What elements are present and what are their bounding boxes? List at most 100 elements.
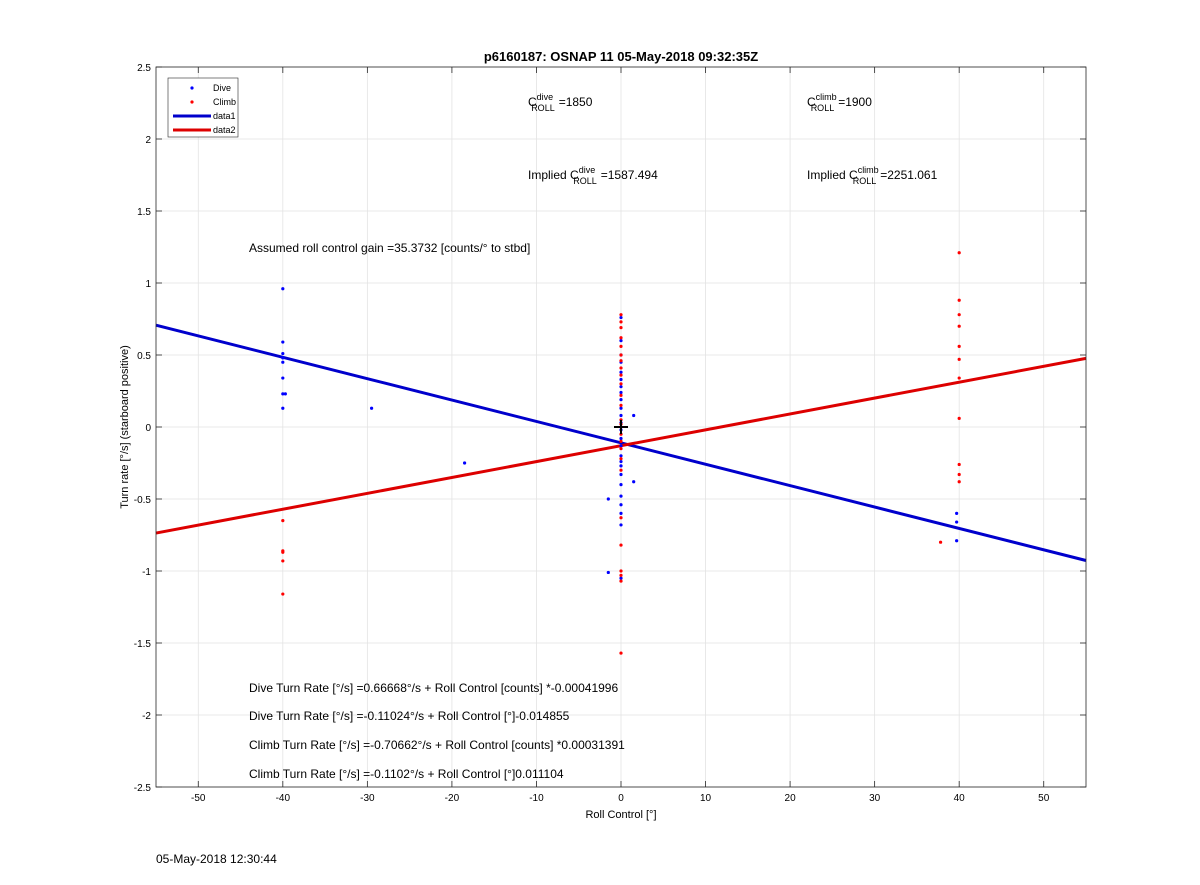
dive-point xyxy=(281,360,285,364)
legend-data2-label: data2 xyxy=(213,125,236,135)
y-tick-label: 0 xyxy=(145,423,151,434)
climb-point xyxy=(619,468,623,472)
x-tick-label: 10 xyxy=(700,793,712,804)
climb-point xyxy=(619,403,623,407)
c-roll-dive-annotation: Cdive ROLL =1850 xyxy=(528,92,593,113)
climb-point xyxy=(957,472,961,477)
dive-point xyxy=(619,377,623,382)
climb-point xyxy=(619,573,623,577)
x-tick-label: -20 xyxy=(445,793,460,804)
dive-point xyxy=(619,576,623,580)
roll-gain-annotation: Assumed roll control gain =35.3732 [coun… xyxy=(249,241,530,255)
c-roll-climb-annotation: Cclimb ROLL =1900 xyxy=(807,92,872,113)
dive-point xyxy=(619,494,623,498)
climb-point xyxy=(957,251,961,255)
dive-fit-degrees-annotation: Dive Turn Rate [°/s] =-0.11024°/s + Roll… xyxy=(249,709,570,723)
legend: Dive Climb data1 data2 xyxy=(167,77,239,138)
x-tick-label: -30 xyxy=(360,793,375,804)
climb-point xyxy=(619,353,623,357)
dive-point xyxy=(632,413,636,418)
climb-point xyxy=(619,516,623,520)
climb-point xyxy=(619,439,623,443)
dive-point xyxy=(369,406,374,410)
dive-point xyxy=(619,503,623,507)
dive-point xyxy=(619,385,623,389)
climb-point xyxy=(619,569,623,573)
climb-point xyxy=(619,313,623,317)
dive-point xyxy=(619,390,623,395)
dive-point xyxy=(955,511,959,515)
climb-point xyxy=(619,382,623,386)
climb-point xyxy=(619,373,623,377)
dive-point xyxy=(955,520,959,524)
dive-point xyxy=(281,392,285,396)
climb-point xyxy=(957,416,961,420)
dive-point xyxy=(619,511,623,515)
dive-point xyxy=(619,398,623,402)
climb-point xyxy=(938,540,943,544)
climb-point xyxy=(619,651,623,655)
dive-point xyxy=(619,454,623,458)
y-tick-label: -2.5 xyxy=(134,783,152,794)
dive-point xyxy=(619,523,623,527)
climb-point xyxy=(957,324,961,328)
dive-point xyxy=(606,497,610,501)
dive-point xyxy=(619,339,623,343)
dive-point xyxy=(281,376,285,380)
climb-point xyxy=(957,344,961,348)
y-tick-label: -0.5 xyxy=(134,495,152,506)
y-tick-label: 2 xyxy=(145,135,151,146)
dive-point xyxy=(619,413,623,418)
y-tick-label: 1.5 xyxy=(137,207,151,218)
climb-point xyxy=(281,592,285,596)
dive-point xyxy=(281,340,285,344)
footer-timestamp: 05-May-2018 12:30:44 xyxy=(156,852,277,866)
origin-marker xyxy=(614,420,628,434)
climb-point xyxy=(281,550,285,554)
dive-point xyxy=(955,539,959,543)
dive-point xyxy=(619,370,623,374)
legend-climb-label: Climb xyxy=(213,97,236,107)
climb-point xyxy=(619,359,623,363)
climb-point xyxy=(957,462,961,467)
climb-point xyxy=(619,326,623,330)
annotations: Cdive ROLL =1850 Cclimb ROLL =1900 Implied C… xyxy=(249,92,938,781)
legend-climb-marker xyxy=(190,100,194,104)
climb-point xyxy=(619,447,623,451)
dive-point xyxy=(462,461,467,465)
chart-title: p6160187: OSNAP 11 05-May-2018 09:32:35Z xyxy=(484,49,758,64)
x-axis-ticks: -50 -40 -30 -20 -10 0 10 20 30 40 50 xyxy=(191,67,1050,804)
dive-point xyxy=(619,436,623,441)
implied-c-roll-dive-annotation: Implied Cdive ROLL =1587.494 xyxy=(528,165,658,186)
y-axis-label: Turn rate [°/s] (starboard positive) xyxy=(119,345,131,509)
climb-point xyxy=(957,357,961,361)
y-tick-label: 1 xyxy=(145,279,151,290)
dive-point xyxy=(619,444,623,448)
dive-point xyxy=(619,472,623,477)
y-tick-label: 0.5 xyxy=(137,351,151,362)
x-tick-label: 40 xyxy=(954,793,966,804)
climb-point xyxy=(619,393,623,397)
dive-point xyxy=(619,459,623,464)
dive-point xyxy=(283,392,287,396)
climb-fit-degrees-annotation: Climb Turn Rate [°/s] =-0.1102°/s + Roll… xyxy=(249,767,564,781)
legend-dive-label: Dive xyxy=(213,83,231,93)
y-axis-ticks: -2.5 -2 -1.5 -1 -0.5 0 0.5 1 1.5 2 2.5 xyxy=(134,63,1086,794)
dive-point xyxy=(619,483,623,487)
dive-fit-counts-annotation: Dive Turn Rate [°/s] =0.66668°/s + Roll … xyxy=(249,681,618,695)
dive-point xyxy=(619,315,623,320)
dive-point xyxy=(606,570,610,575)
climb-point xyxy=(957,376,961,380)
legend-box xyxy=(167,77,239,138)
dive-point xyxy=(619,464,623,468)
x-tick-label: 50 xyxy=(1038,793,1050,804)
climb-point xyxy=(619,457,623,461)
dive-point xyxy=(281,287,285,291)
climb-point xyxy=(619,366,623,370)
climb-point xyxy=(957,480,961,484)
x-tick-label: 0 xyxy=(618,793,624,804)
dive-point xyxy=(281,351,285,356)
climb-point xyxy=(957,313,961,317)
climb-fit-counts-annotation: Climb Turn Rate [°/s] =-0.70662°/s + Rol… xyxy=(249,738,625,752)
